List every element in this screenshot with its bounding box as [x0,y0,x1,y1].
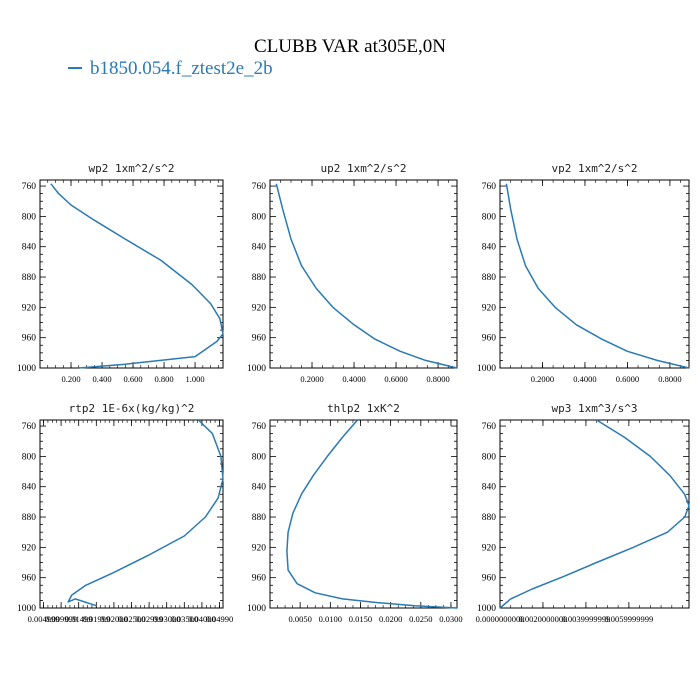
legend-line-icon [68,66,82,69]
panel-title: wp3 1xm^3/s^3 [551,402,637,415]
x-tick-label: 0.0200 [379,614,402,624]
x-tick-label: 0.0150 [349,614,372,624]
y-tick-label: 800 [252,212,267,222]
y-tick-label: 960 [482,334,497,344]
legend-entry: b1850.054.f_ztest2e_2b [68,58,273,80]
y-tick-label: 920 [252,543,267,553]
series-line [286,419,458,609]
y-tick-label: 760 [482,182,497,192]
y-tick-label: 840 [252,243,267,253]
x-tick-label: 0.8000 [426,374,449,384]
y-tick-label: 880 [482,513,497,523]
y-tick-label: 800 [482,212,497,222]
y-tick-label: 920 [252,303,267,313]
x-tick-label: 0.03000 [153,614,181,624]
y-tick-label: 920 [482,303,497,313]
y-tick-label: 1000 [477,364,496,374]
plot-frame [39,179,224,369]
panel-title: wp2 1xm^2/s^2 [88,162,174,175]
y-tick-label: 880 [252,513,267,523]
x-tick-label: 0.0100 [319,614,342,624]
x-tick-label: 0.04990 [206,614,234,624]
x-tick-label: 0.0039999999 [561,614,610,624]
y-tick-label: 760 [252,182,267,192]
x-tick-label: 0.6000 [384,374,407,384]
plot-frame [499,419,690,609]
figure-title: CLUBB VAR at305E,0N [254,36,446,57]
panel-title: vp2 1xm^2/s^2 [551,162,637,175]
y-tick-label: 960 [22,334,37,344]
x-tick-label: 0.2000 [300,374,323,384]
y-tick-label: 800 [22,452,37,462]
x-tick-label: 0.0000000000 [476,614,525,624]
y-tick-label: 960 [22,574,37,584]
y-tick-label: 800 [22,212,37,222]
series-line [67,419,224,607]
panel-title: rtp2 1E-6x(kg/kg)^2 [69,402,195,415]
y-tick-label: 920 [22,543,37,553]
y-tick-label: 840 [22,243,37,253]
y-tick-label: 1000 [477,604,496,614]
y-tick-label: 880 [22,513,37,523]
x-tick-label: 0.2000 [531,374,554,384]
x-tick-label: 1.000 [186,374,205,384]
y-tick-label: 960 [252,334,267,344]
x-tick-label: 0.4000 [573,374,596,384]
x-tick-label: 0.0300 [439,614,462,624]
plot-frame [499,179,690,369]
x-tick-label: 0.04000 [188,614,216,624]
panel-title: thlp2 1xK^2 [327,402,400,415]
y-tick-label: 840 [482,243,497,253]
y-tick-label: 880 [482,273,497,283]
y-tick-label: 800 [252,452,267,462]
x-tick-label: 0.01499 [65,614,93,624]
y-tick-label: 880 [252,273,267,283]
x-tick-label: 0.02000 [100,614,128,624]
plot-frame [39,419,224,609]
y-tick-label: 920 [22,303,37,313]
x-tick-label: 0.0250 [409,614,432,624]
x-tick-label: 0.009999 [45,614,77,624]
series-line [505,183,690,369]
x-tick-label: 0.01999 [82,614,110,624]
y-tick-label: 760 [22,182,37,192]
y-tick-label: 880 [22,273,37,283]
x-tick-label: 0.0050 [288,614,311,624]
y-tick-label: 1000 [17,364,36,374]
y-tick-label: 840 [252,483,267,493]
x-tick-label: 0.0059999999 [604,614,653,624]
legend-label: b1850.054.f_ztest2e_2b [90,58,273,79]
x-tick-label: 0.4000 [342,374,365,384]
y-tick-label: 1000 [17,604,36,614]
panel-title: up2 1xm^2/s^2 [320,162,406,175]
y-tick-label: 760 [252,422,267,432]
x-tick-label: 0.03500 [170,614,198,624]
y-tick-label: 960 [252,574,267,584]
x-tick-label: 0.02500 [118,614,146,624]
x-tick-label: 0.0020000000 [519,614,568,624]
y-tick-label: 1000 [247,364,266,374]
y-tick-label: 960 [482,574,497,584]
y-tick-label: 840 [22,483,37,493]
y-tick-label: 840 [482,483,497,493]
y-tick-label: 760 [482,422,497,432]
x-tick-label: 0.02999 [135,614,163,624]
y-tick-label: 800 [482,452,497,462]
plot-frame [269,179,458,369]
plot-frame [269,419,458,609]
y-tick-label: 760 [22,422,37,432]
series-line [50,183,224,369]
x-tick-label: 0.600 [123,374,142,384]
y-tick-label: 920 [482,543,497,553]
y-tick-label: 1000 [247,604,266,614]
x-tick-label: 0.6000 [616,374,639,384]
series-line [499,419,690,609]
x-tick-label: 0.200 [61,374,80,384]
x-tick-label: 0.800 [155,374,174,384]
x-tick-label: 0.8000 [658,374,681,384]
x-tick-label: 0.004999 [28,614,60,624]
series-line [275,183,458,369]
x-tick-label: 0.400 [92,374,111,384]
